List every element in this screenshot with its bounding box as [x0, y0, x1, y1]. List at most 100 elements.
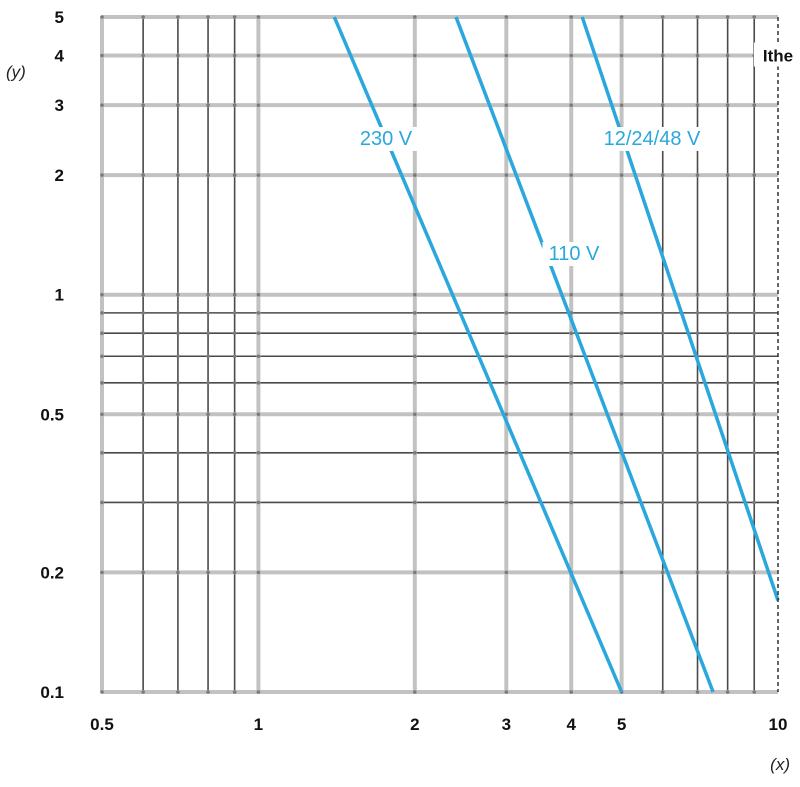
grid-dot: [619, 292, 624, 297]
series-label-bg: [593, 127, 711, 151]
grid-dot: [752, 311, 757, 315]
grid-dot: [141, 311, 145, 315]
grid-dot: [504, 311, 509, 315]
grid-dot: [504, 570, 509, 575]
grid-dot: [504, 381, 509, 385]
grid-dot: [725, 173, 730, 177]
y-tick-label: 2: [55, 166, 64, 185]
grid-dot: [695, 311, 700, 315]
grid-dot: [256, 381, 261, 385]
grid-dot: [569, 412, 574, 417]
grid-dot: [413, 15, 417, 19]
grid-dot: [619, 103, 624, 107]
grid-dot: [695, 451, 700, 455]
grid-dot: [413, 354, 417, 359]
grid-dot: [752, 570, 757, 575]
grid-dot: [660, 570, 665, 575]
grid-dot: [660, 412, 665, 417]
grid-dot: [619, 15, 624, 19]
grid-dot: [725, 412, 730, 417]
grid-dot: [206, 292, 210, 297]
grid-dot: [725, 381, 730, 385]
grid-dot: [413, 292, 417, 297]
grid-dot: [660, 381, 665, 385]
grid-dot: [232, 412, 237, 417]
grid-dot: [100, 53, 104, 58]
grid-dot: [660, 15, 665, 19]
grid-dot: [141, 103, 145, 107]
grid-dot: [232, 103, 237, 107]
grid-dot: [660, 500, 665, 505]
grid-dot: [752, 451, 757, 455]
x-tick-label: 5: [617, 715, 626, 734]
grid-dot: [725, 690, 730, 694]
grid-dot: [660, 173, 665, 177]
grid-dot: [206, 690, 210, 694]
grid-dot: [176, 451, 180, 455]
grid-dot: [206, 331, 210, 336]
grid-dot: [752, 292, 757, 297]
grid-dot: [413, 381, 417, 385]
grid-dot: [695, 103, 700, 107]
grid-dot: [141, 331, 145, 336]
grid-dot: [206, 412, 210, 417]
grid-dot: [569, 53, 574, 58]
grid-dot: [413, 451, 417, 455]
grid-dot: [141, 500, 145, 505]
y-tick-label: 0.5: [40, 405, 64, 424]
grid-dot: [232, 570, 237, 575]
y-tick-label: 0.2: [40, 563, 64, 582]
grid-dot: [725, 103, 730, 107]
grid-dot: [100, 354, 104, 359]
grid-dot: [695, 331, 700, 336]
grid-dot: [504, 292, 509, 297]
grid-dot: [232, 292, 237, 297]
grid-dot: [232, 331, 237, 336]
grid-dot: [232, 15, 237, 19]
grid-dot: [569, 381, 574, 385]
grid-dot: [100, 103, 104, 107]
grid-dot: [752, 354, 757, 359]
x-tick-label: 0.5: [90, 715, 114, 734]
grid-dot: [206, 354, 210, 359]
y-tick-label: 1: [55, 286, 64, 305]
grid-dot: [100, 412, 104, 417]
grid-dot: [100, 500, 104, 505]
grid-dot: [569, 500, 574, 505]
grid-dot: [569, 103, 574, 107]
series-label-bg: [354, 127, 418, 151]
y-tick-label: 5: [55, 8, 64, 27]
grid-dot: [141, 354, 145, 359]
grid-dot: [206, 53, 210, 58]
grid-dot: [206, 500, 210, 505]
grid-dot: [413, 331, 417, 336]
grid-dot: [725, 292, 730, 297]
grid-dot: [206, 570, 210, 575]
grid-dot: [100, 690, 104, 694]
y-tick-label: 0.1: [40, 683, 64, 702]
grid-dot: [141, 570, 145, 575]
grid-dot: [619, 311, 624, 315]
grid-dot: [206, 311, 210, 315]
series-line: [580, 16, 780, 601]
grid-dot: [256, 331, 261, 336]
grid-dot: [413, 53, 417, 58]
grid-dot: [569, 15, 574, 19]
grid-dot: [660, 292, 665, 297]
grid-dot: [413, 412, 417, 417]
grid-dot: [504, 103, 509, 107]
grid-dot: [660, 331, 665, 336]
grid-dot: [695, 53, 700, 58]
grid-dot: [413, 500, 417, 505]
grid-dot: [619, 570, 624, 575]
grid-dot: [256, 53, 261, 58]
grid-dot: [176, 570, 180, 575]
grid-dot: [752, 412, 757, 417]
grid-dot: [660, 103, 665, 107]
grid-dot: [752, 381, 757, 385]
grid-dot: [100, 331, 104, 336]
grid-dot: [176, 53, 180, 58]
grid-dot: [695, 381, 700, 385]
grid-dot: [176, 311, 180, 315]
series-line: [332, 16, 624, 693]
